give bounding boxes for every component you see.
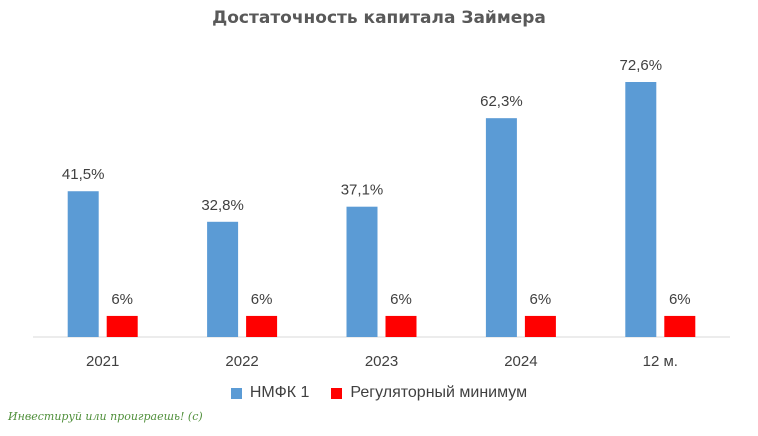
data-label-reg-min: 6%: [251, 291, 273, 308]
data-label-nmfk: 37,1%: [341, 182, 384, 199]
legend-item-nmfk: НМФК 1: [230, 384, 310, 402]
legend: НМФК 1 Регуляторный минимум: [0, 384, 758, 402]
x-tick-label: 12 м.: [643, 353, 678, 370]
legend-item-reg-min: Регуляторный минимум: [331, 384, 527, 402]
data-label-nmfk: 41,5%: [62, 166, 105, 183]
bar-nmfk: [207, 221, 239, 337]
footer-note: Инвестируй или проиграешь! (с): [8, 410, 203, 423]
bar-reg-min: [664, 315, 696, 337]
x-tick-label: 2023: [365, 353, 398, 370]
x-tick-label: 2022: [225, 353, 258, 370]
data-label-reg-min: 6%: [111, 291, 133, 308]
bar-nmfk: [67, 191, 99, 337]
bar-nmfk: [625, 82, 657, 337]
bar-reg-min: [524, 315, 556, 337]
x-tick-label: 2024: [504, 353, 537, 370]
bar-reg-min: [246, 315, 278, 337]
bar-nmfk: [346, 206, 378, 337]
data-label-reg-min: 6%: [669, 291, 691, 308]
legend-swatch-nmfk: [230, 387, 242, 399]
data-label-nmfk: 62,3%: [480, 93, 523, 110]
bar-reg-min: [385, 315, 417, 337]
bar-reg-min: [106, 315, 138, 337]
data-label-reg-min: 6%: [390, 291, 412, 308]
data-label-nmfk: 72,6%: [620, 57, 663, 74]
chart-title: Достаточность капитала Займера: [212, 8, 546, 28]
legend-label-nmfk: НМФК 1: [249, 384, 310, 401]
bar-nmfk: [485, 118, 517, 337]
data-label-nmfk: 32,8%: [201, 197, 244, 214]
data-label-reg-min: 6%: [530, 291, 552, 308]
legend-label-reg-min: Регуляторный минимум: [350, 384, 528, 401]
x-tick-label: 2021: [86, 353, 119, 370]
legend-swatch-reg-min: [331, 387, 343, 399]
